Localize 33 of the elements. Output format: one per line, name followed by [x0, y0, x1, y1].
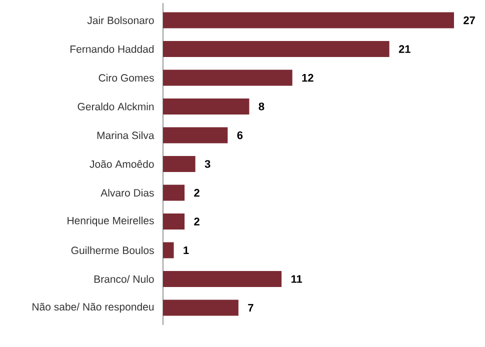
- y-tick-label: Não sabe/ Não respondeu: [32, 302, 154, 313]
- data-label: 2: [194, 188, 200, 197]
- bar: [163, 40, 390, 57]
- y-tick-label: João Amoêdo: [90, 160, 154, 168]
- y-tick-label: Henrique Meirelles: [68, 216, 154, 226]
- bar: [163, 70, 292, 86]
- bar: [163, 242, 174, 258]
- bar: [163, 98, 250, 114]
- data-label: 8: [258, 102, 264, 110]
- data-label: 27: [464, 16, 475, 24]
- y-tick-label: Ciro Gomes: [98, 74, 154, 82]
- bar: [163, 127, 228, 144]
- bar: [163, 270, 282, 287]
- bar: [163, 213, 185, 230]
- y-tick-label: Guilherme Boulos: [71, 246, 154, 254]
- bar: [163, 184, 185, 201]
- data-label: 6: [237, 131, 243, 140]
- bar: [163, 12, 454, 28]
- y-tick-label: Alvaro Dias: [100, 188, 154, 197]
- data-label: 12: [302, 74, 314, 82]
- y-tick-label: Fernando Haddad: [70, 45, 154, 53]
- y-tick-label: Branco/ Nulo: [94, 275, 154, 283]
- y-tick-label: Geraldo Alckmin: [78, 102, 154, 110]
- data-label: 11: [291, 275, 302, 283]
- bar: [163, 300, 238, 316]
- data-label: 1: [184, 246, 189, 254]
- data-label: 7: [248, 304, 254, 312]
- bar: [163, 156, 196, 172]
- y-tick-label: Marina Silva: [97, 131, 154, 140]
- data-label: 2: [194, 218, 200, 226]
- data-label: 21: [398, 45, 410, 53]
- data-label: 3: [204, 160, 210, 168]
- y-tick-label: Jair Bolsonaro: [87, 16, 154, 24]
